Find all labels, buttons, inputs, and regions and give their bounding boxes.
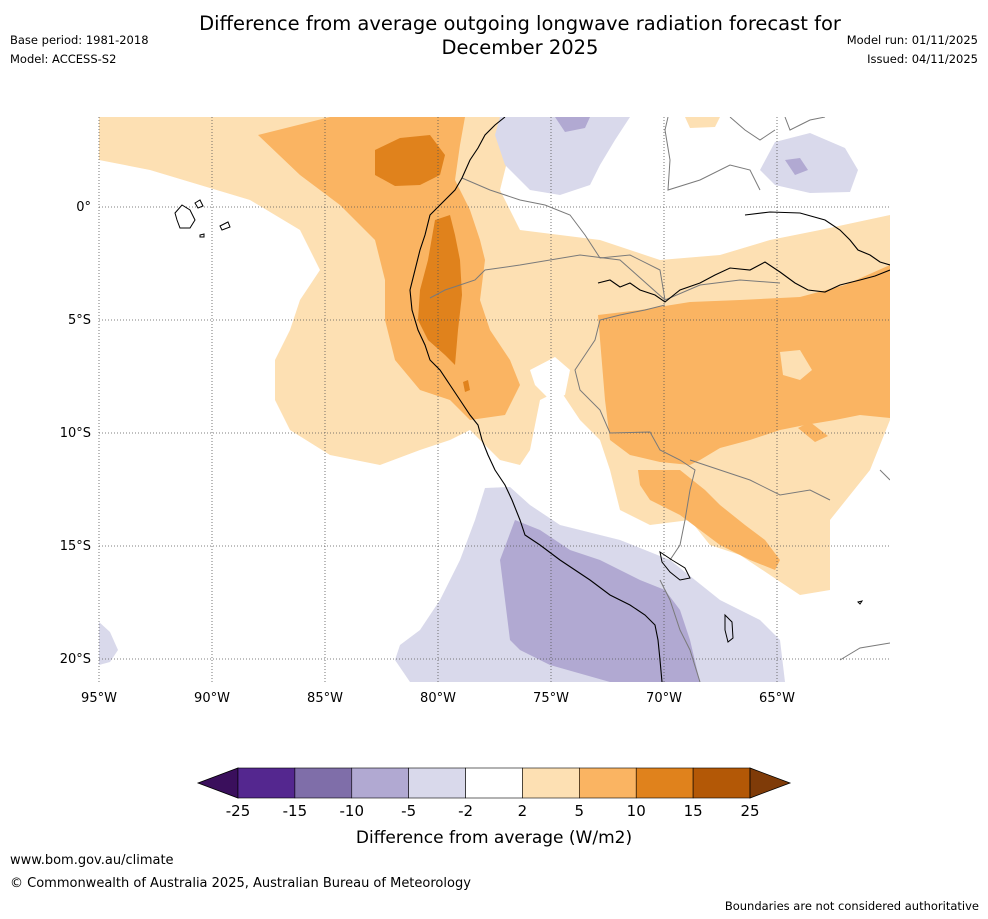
model-run-date: Model run: 01/11/2025: [846, 33, 978, 47]
colorbar-cell: [522, 767, 580, 799]
colorbar-cell: [465, 767, 523, 799]
colorbar-tick-label: -5: [401, 802, 416, 820]
latitude-labels: 0° 5°S 10°S 15°S 20°S: [60, 200, 91, 667]
colorbar-tick-label: -2: [458, 802, 473, 820]
gridlines: [98, 117, 890, 682]
anomaly-neg2-neg5-sw: [99, 622, 118, 665]
colorbar-tick-label: -15: [283, 802, 308, 820]
map-title: Difference from average outgoing longwav…: [150, 12, 890, 60]
colorbar: -25 -15 -10 -5 -2 2 5 10 15 25 Difference from av…: [196, 767, 792, 848]
lon-label: 70°W: [646, 691, 682, 706]
colorbar-tick-label: 2: [518, 802, 528, 820]
colorbar-cell: [635, 767, 694, 799]
anomaly-neg5-neg10-spot: [785, 158, 808, 175]
anomaly-neg5-neg10-south: [500, 520, 700, 682]
colorbar-cell: [237, 767, 296, 799]
lat-label: 10°S: [60, 426, 91, 441]
copyright-text: © Commonwealth of Australia 2025, Austra…: [10, 876, 471, 891]
lat-label: 20°S: [60, 652, 91, 667]
longitude-labels: 95°W 90°W 85°W 80°W 75°W 70°W 65°W: [81, 691, 795, 706]
model-name: Model: ACCESS-S2: [10, 52, 117, 66]
lon-label: 65°W: [759, 691, 795, 706]
anomaly-5-10-south: [638, 470, 780, 570]
anomaly-neg5-neg10-north: [555, 117, 590, 132]
lat-label: 0°: [76, 200, 91, 215]
colorbar-tick-label: 10: [627, 802, 646, 820]
lon-label: 80°W: [420, 691, 456, 706]
boundary-disclaimer: Boundaries are not considered authoritat…: [724, 899, 979, 913]
colorbar-tick-label: 25: [740, 802, 759, 820]
coastlines: [409, 117, 890, 682]
galapagos-islands: [174, 199, 231, 238]
lat-label: 15°S: [60, 539, 91, 554]
anomaly-field: [99, 117, 890, 682]
title-line-2: December 2025: [441, 36, 599, 59]
colorbar-cell: [579, 767, 637, 799]
colorbar-cell: [294, 767, 353, 799]
colorbar-tick-label: -25: [226, 802, 251, 820]
lon-label: 95°W: [81, 691, 117, 706]
lakes: [659, 550, 864, 643]
anomaly-10-15-dot: [463, 380, 470, 392]
lon-label: 85°W: [307, 691, 343, 706]
title-line-1: Difference from average outgoing longwav…: [199, 12, 841, 35]
colorbar-tick-label: 15: [684, 802, 703, 820]
lat-label: 5°S: [68, 313, 91, 328]
country-borders: [429, 117, 890, 682]
website-link[interactable]: www.bom.gov.au/climate: [10, 853, 174, 868]
base-period: Base period: 1981-2018: [10, 33, 149, 47]
colorbar-tick-label: -10: [340, 802, 365, 820]
issued-date: Issued: 04/11/2025: [867, 52, 978, 66]
colorbar-label: Difference from average (W/m2): [356, 828, 632, 848]
lon-label: 75°W: [533, 691, 569, 706]
colorbar-cell: [351, 767, 409, 799]
anomaly-neg2-neg5-northeast: [760, 133, 858, 193]
anomaly-2-5-top-right: [685, 117, 720, 128]
neutral-hole-2: [780, 350, 812, 380]
colorbar-cell: [692, 767, 751, 799]
colorbar-cell: [408, 767, 466, 799]
anomaly-10-15-coast: [418, 215, 462, 365]
anomaly-5-10-spot: [798, 422, 828, 442]
anomaly-10-15-north: [375, 135, 445, 186]
lon-label: 90°W: [194, 691, 230, 706]
anomaly-5-10-east: [598, 265, 890, 465]
neutral-hole-1: [530, 357, 570, 400]
anomaly-neg2-neg5-north: [495, 117, 630, 195]
colorbar-max-arrow: [749, 767, 792, 799]
colorbar-min-arrow: [196, 767, 239, 799]
colorbar-tick-label: 5: [575, 802, 585, 820]
